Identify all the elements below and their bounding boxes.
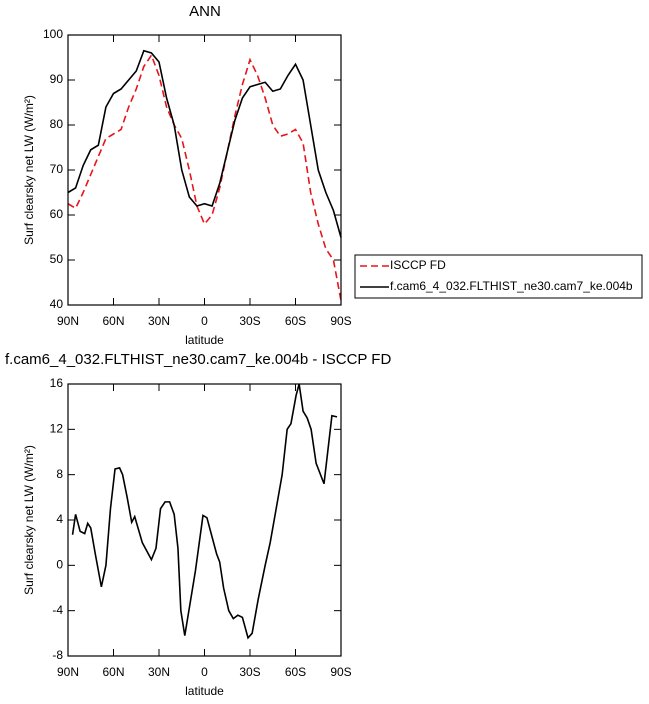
y-tick-label: 4 xyxy=(56,512,63,526)
y-tick-label: 0 xyxy=(56,558,63,572)
y-tick-label: 70 xyxy=(50,162,64,176)
y-tick-label: 8 xyxy=(56,467,63,481)
x-tick-label: 30N xyxy=(148,314,170,328)
legend-label: ISCCP FD xyxy=(390,258,446,272)
x-tick-label: 60S xyxy=(285,665,306,679)
y-tick-label: 50 xyxy=(50,252,64,266)
data-line xyxy=(71,383,338,640)
y-tick-label: 16 xyxy=(50,376,64,390)
x-tick-label: 30S xyxy=(239,665,260,679)
y-axis-label: Surf clearsky net LW (W/m²) xyxy=(22,95,36,245)
x-tick-label: 90N xyxy=(57,665,79,679)
y-tick-label: 60 xyxy=(50,207,64,221)
legend-label: f.cam6_4_032.FLTHIST_ne30.cam7_ke.004b xyxy=(390,279,633,293)
x-tick-label: 30N xyxy=(148,665,170,679)
data-line xyxy=(67,53,342,301)
x-tick-label: 60S xyxy=(285,314,306,328)
x-axis-label: latitude xyxy=(185,684,224,698)
y-tick-label: 90 xyxy=(50,72,64,86)
y-tick-label: 40 xyxy=(50,297,64,311)
data-line xyxy=(67,49,342,238)
y-axis-label: Surf clearsky net LW (W/m²) xyxy=(22,445,36,595)
y-tick-label: 12 xyxy=(50,422,64,436)
y-tick-label: 80 xyxy=(50,117,64,131)
plot-frame xyxy=(67,34,342,306)
chart-title: ANN xyxy=(189,3,221,20)
legend-box xyxy=(354,254,643,299)
x-tick-label: 30S xyxy=(239,314,260,328)
y-tick-label: 100 xyxy=(43,27,63,41)
x-tick-label: 90S xyxy=(330,665,351,679)
x-tick-label: 90N xyxy=(57,314,79,328)
y-tick-label: -8 xyxy=(52,648,63,662)
x-tick-label: 60N xyxy=(102,665,124,679)
plot-frame xyxy=(67,383,342,657)
x-tick-label: 90S xyxy=(330,314,351,328)
chart-title: f.cam6_4_032.FLTHIST_ne30.cam7_ke.004b -… xyxy=(5,351,391,368)
x-tick-label: 0 xyxy=(201,665,208,679)
x-axis-label: latitude xyxy=(185,333,224,347)
y-tick-label: -4 xyxy=(52,603,63,617)
x-tick-label: 60N xyxy=(102,314,124,328)
x-tick-label: 0 xyxy=(201,314,208,328)
